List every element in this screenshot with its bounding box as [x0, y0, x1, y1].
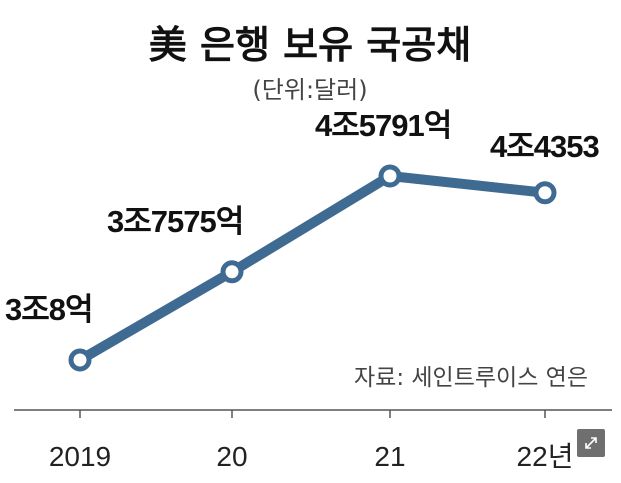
data-point	[533, 181, 557, 205]
x-tick-label: 21	[374, 441, 405, 472]
x-tick-label: 2019	[49, 441, 111, 472]
data-label: 3조8억	[5, 292, 93, 327]
data-label: 4조5791억	[315, 108, 451, 143]
chart-unit: (단위:달러)	[252, 76, 367, 104]
chart-title: 美 은행 보유 국공채	[149, 23, 471, 67]
data-point	[68, 348, 92, 372]
source-note: 자료: 세인트루이스 연은	[354, 365, 588, 391]
data-label: 3조7575억	[107, 204, 243, 239]
x-tick-label: 20	[216, 441, 247, 472]
data-point	[220, 260, 244, 284]
expand-button[interactable]	[577, 429, 605, 457]
series-line	[75, 171, 550, 365]
expand-arrows-icon	[585, 437, 597, 449]
data-label: 4조4353	[490, 129, 599, 164]
data-point	[378, 164, 402, 188]
x-tick-label: 22년	[517, 441, 574, 472]
